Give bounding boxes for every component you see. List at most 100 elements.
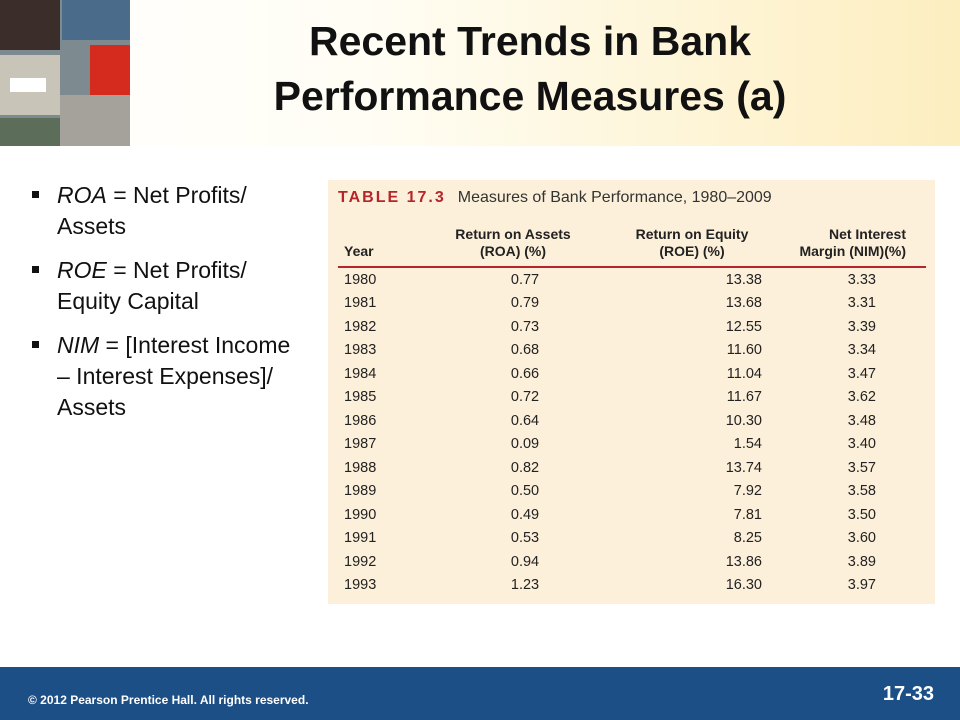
table-cell: 0.79 [510, 295, 540, 312]
table-cell: 1988 [344, 459, 377, 476]
table-row: 1991 0.53 8.25 3.60 [338, 527, 926, 551]
header-band: Recent Trends in Bank Performance Measur… [0, 0, 960, 146]
column-header-line: Year [344, 243, 374, 259]
bullet-term: ROA [57, 182, 107, 208]
table-cell: 3.31 [847, 295, 876, 312]
column-header-line: Net Interest [828, 226, 906, 242]
table-cell: 0.53 [510, 530, 540, 547]
table-cell: 3.48 [847, 412, 876, 429]
table-cell: 1993 [344, 577, 377, 594]
table-cell: 11.60 [726, 342, 762, 359]
table-cell: 10.30 [725, 412, 762, 429]
column-header: Net Interest Margin (NIM)(%) [778, 226, 926, 268]
table-cell: 1.54 [733, 436, 762, 453]
column-header-line: Margin (NIM)(%) [799, 243, 906, 259]
bullet-text: = [Interest Income – Interest Expenses]/… [57, 332, 291, 420]
table-row: 1983 0.68 11.60 3.34 [338, 339, 926, 363]
table-cell: 1983 [344, 342, 377, 359]
bullet-term: ROE [57, 257, 107, 283]
bullet-term: NIM [57, 332, 100, 358]
data-table: Year Return on Assets (ROA) (%) Return on E… [338, 226, 926, 597]
table-cell: 0.50 [510, 483, 540, 500]
table-row: 1990 0.49 7.81 3.50 [338, 503, 926, 527]
page-number: 17-33 [882, 683, 934, 705]
table-cell: 13.38 [725, 271, 762, 288]
table-row: 1981 0.79 13.68 3.31 [338, 292, 926, 316]
bullet-text: = Net Profits/ Assets [57, 182, 247, 239]
slide-title: Recent Trends in Bank Performance Measur… [273, 18, 787, 119]
bullet-text: = Net Profits/ Equity Capital [57, 257, 247, 314]
bullet-list: ROA = Net Profits/ Assets ROE = Net Profi… [30, 180, 292, 436]
table-label: TABLE 17.3 [338, 189, 446, 206]
column-header-line: Return on Equity [635, 226, 749, 242]
copyright: © 2012 Pearson Prentice Hall. All rights… [28, 693, 309, 707]
table-cell: 1987 [344, 436, 377, 453]
table-row: 1987 0.09 1.54 3.40 [338, 433, 926, 457]
table-cell: 0.66 [510, 365, 540, 382]
column-header-line: (ROE) (%) [659, 243, 725, 259]
table-cell: 3.33 [847, 271, 876, 288]
table-cell: 3.62 [847, 389, 876, 406]
table-cell: 7.92 [733, 483, 762, 500]
table-cell: 1989 [344, 483, 377, 500]
table-row: 1986 0.64 10.30 3.48 [338, 409, 926, 433]
table-row: 1988 0.82 13.74 3.57 [338, 456, 926, 480]
table-cell: 3.57 [847, 459, 876, 476]
header-photo [0, 0, 130, 146]
table-cell: 1980 [344, 271, 377, 288]
footer-bar: © 2012 Pearson Prentice Hall. All rights… [0, 667, 960, 720]
table-cell: 0.73 [510, 318, 540, 335]
table-row: 1993 1.23 16.30 3.97 [338, 574, 926, 598]
bullet: ROA = Net Profits/ Assets [30, 180, 292, 242]
table-row: 1984 0.66 11.04 3.47 [338, 362, 926, 386]
table-cell: 1982 [344, 318, 377, 335]
table-cell: 1.23 [510, 577, 540, 594]
table-cell: 0.82 [510, 459, 540, 476]
header-row: Year Return on Assets (ROA) (%) Return on E… [338, 226, 926, 268]
table-cell: 11.04 [726, 365, 762, 382]
table-cell: 8.25 [733, 530, 762, 547]
table-cell: 3.60 [847, 530, 876, 547]
table-cell: 0.68 [510, 342, 540, 359]
bullet: NIM = [Interest Income – Interest Expens… [30, 330, 292, 423]
table-cell: 1992 [344, 553, 377, 570]
table-caption: TABLE 17.3 Measures of Bank Performance, … [338, 189, 772, 207]
table-cell: 0.94 [510, 553, 540, 570]
table-cell: 3.47 [847, 365, 876, 382]
table-cell: 7.81 [733, 506, 762, 523]
table-cell: 1990 [344, 506, 377, 523]
column-header-line: Return on Assets [455, 226, 571, 242]
table-row: 1980 0.77 13.38 3.33 [338, 267, 926, 292]
table-row: 1982 0.73 12.55 3.39 [338, 315, 926, 339]
table-row: 1985 0.72 11.67 3.62 [338, 386, 926, 410]
column-header: Return on Assets (ROA) (%) [420, 226, 606, 268]
table-panel: TABLE 17.3 Measures of Bank Performance, … [328, 180, 935, 604]
table-cell: 13.86 [725, 553, 762, 570]
table-row: 1989 0.50 7.92 3.58 [338, 480, 926, 504]
table-cell: 1981 [344, 295, 377, 312]
table-cell: 1991 [344, 530, 377, 547]
table-cell: 12.55 [725, 318, 762, 335]
table-cell: 3.97 [847, 577, 876, 594]
column-header: Return on Equity (ROE) (%) [606, 226, 778, 268]
table-cell: 3.58 [847, 483, 876, 500]
table-cell: 1986 [344, 412, 377, 429]
table-cell: 0.77 [510, 271, 540, 288]
table-cell: 0.49 [510, 506, 540, 523]
table-cell: 16.30 [725, 577, 762, 594]
bullet: ROE = Net Profits/ Equity Capital [30, 255, 292, 317]
table-cell: 3.50 [847, 506, 876, 523]
table-cell: 1984 [344, 365, 377, 382]
column-header-line: (ROA) (%) [479, 243, 547, 259]
table-cell: 3.89 [847, 553, 876, 570]
table-cell: 3.34 [847, 342, 876, 359]
table-cell: 0.64 [510, 412, 540, 429]
table-cell: 11.67 [726, 389, 762, 406]
table-caption-text: Measures of Bank Performance, 1980–2009 [457, 189, 772, 206]
table-cell: 0.72 [510, 389, 540, 406]
table-cell: 3.40 [847, 436, 876, 453]
table-cell: 3.39 [847, 318, 876, 335]
table-cell: 0.09 [510, 436, 540, 453]
column-header: Year [338, 226, 420, 268]
